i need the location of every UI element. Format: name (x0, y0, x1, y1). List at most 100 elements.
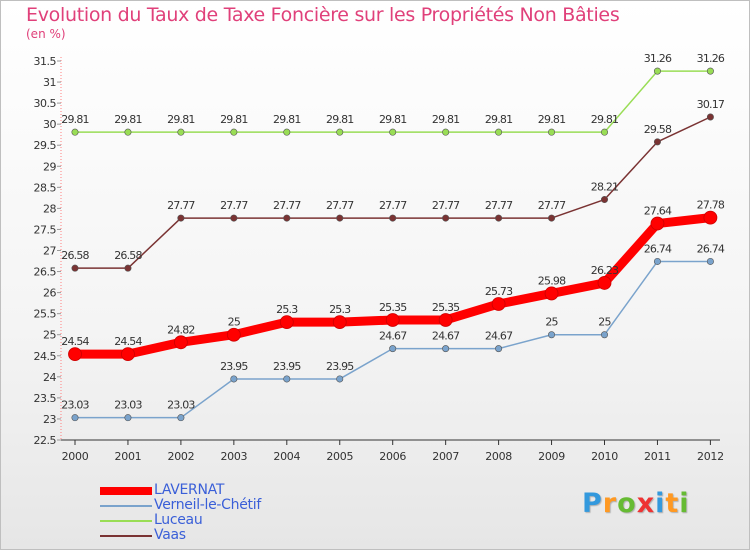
legend-label: Vaas (154, 527, 186, 543)
data-point (653, 257, 661, 265)
data-label: 25.3 (329, 303, 351, 316)
data-point (389, 345, 397, 353)
data-label: 23.03 (167, 399, 195, 412)
data-point (600, 331, 608, 339)
x-tick-label: 2006 (379, 450, 406, 463)
data-label: 27.77 (326, 199, 354, 212)
proxiti-logo: Proxiti (582, 488, 690, 519)
data-point (706, 67, 714, 75)
y-tick-label: 25 (43, 329, 56, 342)
data-point (124, 128, 132, 136)
data-point (230, 128, 238, 136)
data-point (230, 375, 238, 383)
data-point (495, 128, 503, 136)
logo-letter: P (582, 488, 603, 519)
x-tick-label: 2002 (168, 450, 195, 463)
x-tick-label: 2000 (62, 450, 89, 463)
data-label: 29.81 (379, 113, 407, 126)
data-point (71, 414, 79, 422)
data-point (226, 327, 241, 342)
data-point (548, 128, 556, 136)
legend-swatch (100, 487, 152, 495)
data-label: 24.54 (114, 335, 142, 348)
data-label: 27.78 (697, 199, 725, 212)
chart-subtitle: (en %) (26, 27, 66, 41)
data-label: 29.81 (326, 113, 354, 126)
y-tick-label: 30.5 (34, 97, 57, 110)
data-label: 27.64 (644, 205, 672, 218)
legend-swatch (100, 505, 152, 507)
y-tick-label: 28 (43, 202, 56, 215)
data-label: 29.81 (538, 113, 566, 126)
y-tick-label: 23.5 (34, 392, 57, 405)
data-label: 29.81 (220, 113, 248, 126)
data-label: 27.77 (273, 199, 301, 212)
data-point (653, 138, 661, 146)
data-point (279, 315, 294, 329)
data-point (177, 214, 185, 222)
data-point (71, 264, 79, 272)
data-point (491, 297, 506, 311)
data-point (495, 345, 503, 353)
data-point (336, 375, 344, 383)
data-label: 26.58 (61, 249, 89, 262)
data-label: 27.77 (432, 199, 460, 212)
data-label: 27.77 (485, 199, 513, 212)
data-label: 28.21 (591, 181, 619, 194)
data-point (706, 257, 714, 265)
data-point (283, 375, 291, 383)
data-label: 29.81 (167, 113, 195, 126)
data-label: 29.81 (432, 113, 460, 126)
x-tick-label: 2012 (697, 450, 724, 463)
chart-axes: 22.5 23 23.5 24 24.5 25 25.5 26 26.5 27 27.5 28 28.5… (34, 55, 725, 463)
data-label: 25 (598, 316, 611, 329)
data-point (336, 128, 344, 136)
data-label: 26.23 (591, 264, 619, 277)
data-point (177, 128, 185, 136)
data-point (173, 335, 188, 350)
data-point (442, 128, 450, 136)
data-label: 25.73 (485, 285, 513, 298)
data-label: 25.35 (432, 301, 460, 314)
x-tick-label: 2005 (326, 450, 353, 463)
x-tick-label: 2004 (273, 450, 300, 463)
y-tick-label: 27.5 (34, 223, 57, 236)
data-label: 29.58 (644, 123, 672, 136)
logo-letter: r (602, 488, 618, 519)
data-point (124, 264, 132, 272)
data-point (389, 214, 397, 222)
x-tick-label: 2007 (432, 450, 459, 463)
y-tick-label: 31.5 (34, 55, 57, 68)
data-label: 24.67 (432, 330, 460, 343)
data-label: 24.54 (61, 335, 89, 348)
y-tick-label: 27 (43, 245, 56, 258)
data-point (597, 276, 612, 290)
data-point (336, 214, 344, 222)
chart-title: Evolution du Taux de Taxe Foncière sur l… (26, 4, 620, 26)
data-point (71, 128, 79, 136)
data-label: 29.81 (591, 113, 619, 126)
data-label: 25.98 (538, 274, 566, 287)
y-tick-label: 24 (43, 371, 56, 384)
legend-label: LAVERNAT (154, 482, 225, 498)
data-label: 29.81 (114, 113, 142, 126)
y-tick-label: 24.5 (34, 350, 57, 363)
data-label: 24.67 (379, 330, 407, 343)
data-point (389, 128, 397, 136)
data-label: 23.03 (61, 399, 89, 412)
data-point (600, 196, 608, 204)
data-label: 27.77 (220, 199, 248, 212)
data-label: 27.77 (538, 199, 566, 212)
x-tick-label: 2008 (485, 450, 512, 463)
data-label: 26.74 (644, 242, 672, 255)
x-tick-label: 2001 (115, 450, 142, 463)
y-tick-label: 29.5 (34, 139, 57, 152)
data-label: 23.95 (220, 360, 248, 373)
x-tick-label: 2011 (644, 450, 671, 463)
data-point (548, 331, 556, 339)
data-label: 29.81 (273, 113, 301, 126)
data-label: 26.74 (697, 242, 725, 255)
data-point (283, 128, 291, 136)
data-label: 24.82 (167, 323, 195, 336)
